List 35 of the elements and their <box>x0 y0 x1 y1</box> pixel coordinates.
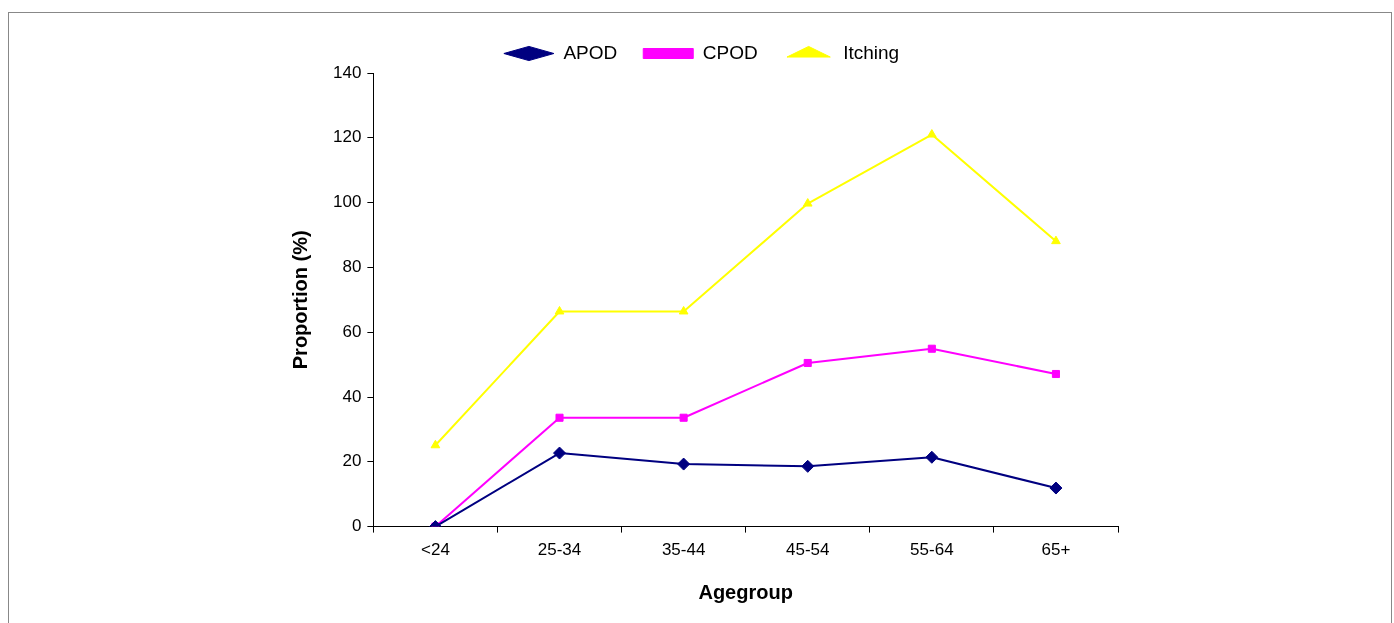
legend-label: CPOD <box>702 41 758 63</box>
y-tick-label: 0 <box>351 516 362 536</box>
point <box>677 457 691 471</box>
point <box>1051 369 1060 379</box>
point <box>927 129 937 138</box>
point <box>554 305 565 315</box>
point <box>555 413 564 422</box>
x-tick-label: 25-34 <box>537 540 582 560</box>
legend-label: Itching <box>843 41 900 63</box>
y-tick-label: 20 <box>342 451 362 471</box>
point <box>553 446 567 460</box>
y-tick-label: 60 <box>342 321 362 341</box>
legend-label: APOD <box>563 41 618 63</box>
x-tick-label: <24 <box>420 540 450 560</box>
point <box>925 450 939 464</box>
y-tick-label: 80 <box>342 257 362 277</box>
y-tick-label: 40 <box>342 386 362 406</box>
point <box>803 358 812 368</box>
x-tick-label: 35-44 <box>661 540 706 560</box>
point <box>1051 235 1061 245</box>
point <box>1049 481 1063 495</box>
point <box>927 344 936 353</box>
point <box>679 413 688 422</box>
y-tick-label: 120 <box>332 127 362 147</box>
x-tick-label: 65+ <box>1041 540 1071 560</box>
y-tick-label: 100 <box>332 192 362 212</box>
point <box>801 459 815 473</box>
y-axis-title: Proportion (%) <box>288 230 311 370</box>
x-axis-title: Agegroup <box>698 580 793 603</box>
point <box>802 198 813 207</box>
x-tick-label: 55-64 <box>910 540 954 560</box>
x-tick-label: 45-54 <box>785 540 830 560</box>
point <box>678 305 689 315</box>
point <box>430 439 441 449</box>
y-tick-label: 140 <box>332 62 362 82</box>
